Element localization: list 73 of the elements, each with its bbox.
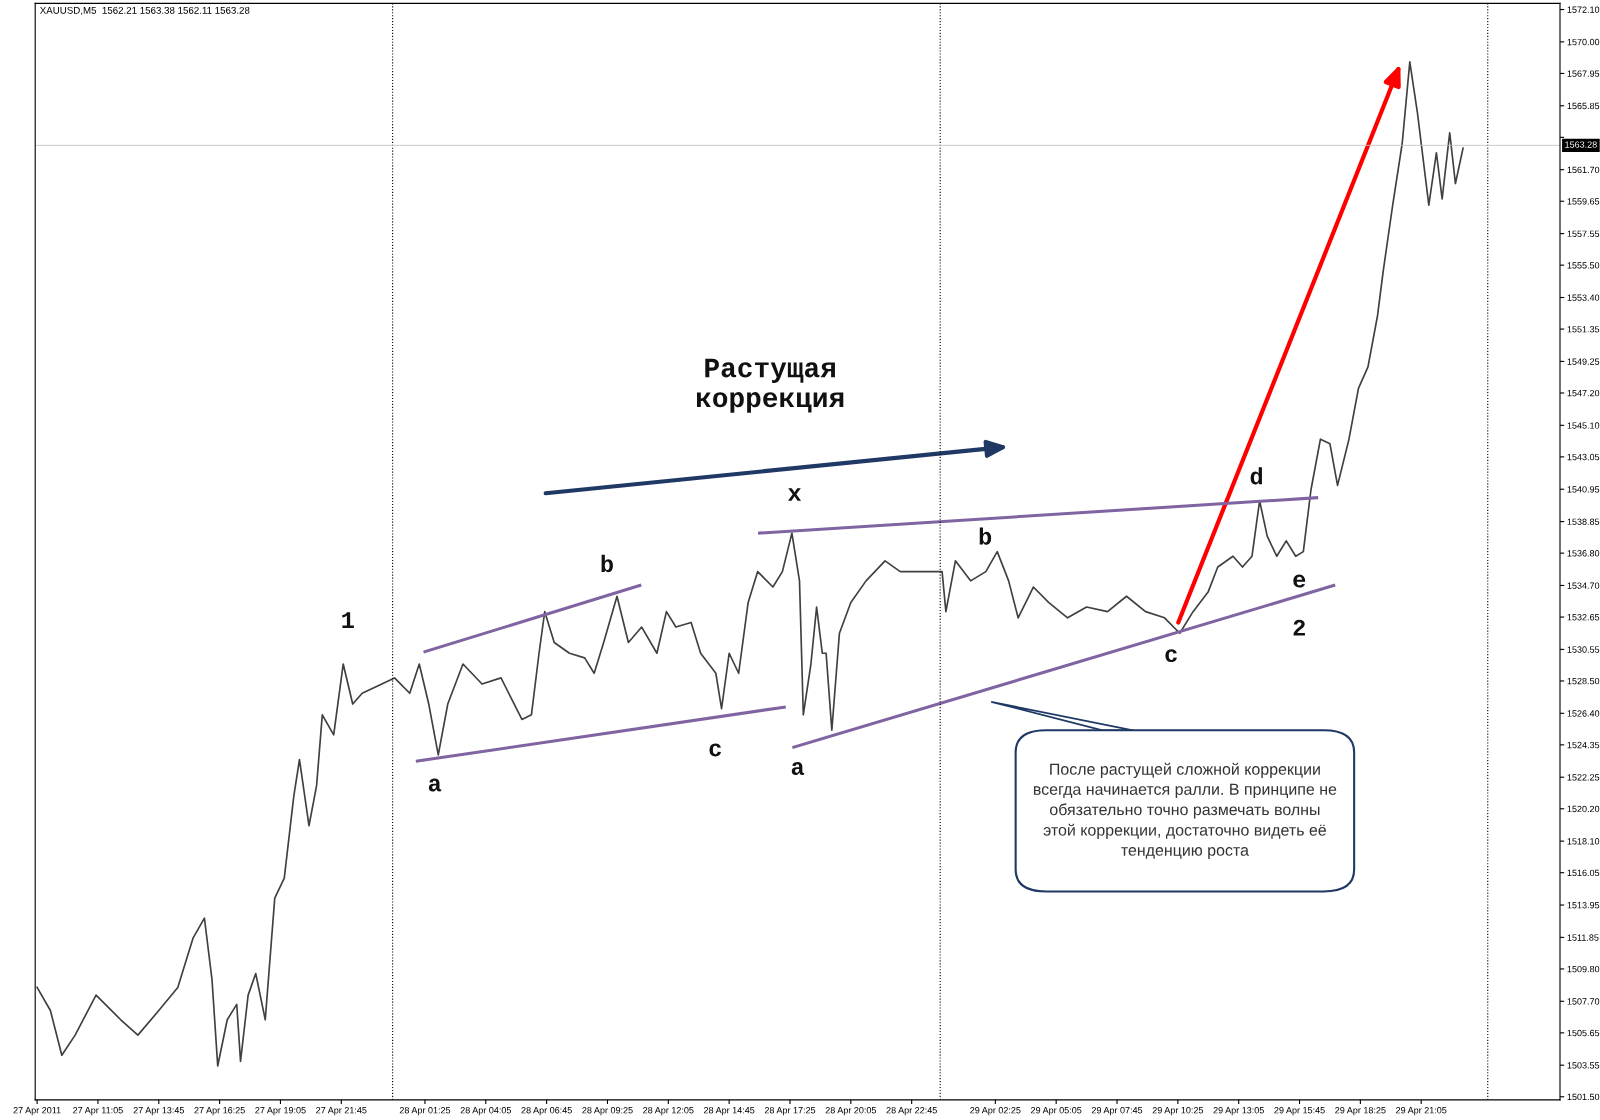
annotation: c [1165, 649, 1177, 663]
y-tick-label: 1557.55 [1567, 230, 1600, 237]
x-tick-label: 27 Apr 16:25 [194, 1107, 245, 1116]
annotation: a [428, 778, 442, 792]
y-tick-label: 1509.80 [1567, 965, 1600, 973]
y-tick-label: 1528.50 [1567, 677, 1600, 685]
x-tick-label: 29 Apr 10:25 [1152, 1107, 1204, 1116]
x-tick-label: 29 Apr 02:25 [970, 1107, 1021, 1116]
y-tick-label: 1534.70 [1567, 582, 1600, 589]
x-tick-label: 29 Apr 07:45 [1091, 1107, 1143, 1116]
y-tick-label: 1565.85 [1567, 102, 1600, 110]
x-tick-label: 27 Apr 21:45 [316, 1107, 367, 1116]
y-tick-label: 1547.20 [1567, 389, 1600, 397]
y-tick-label: 1505.65 [1567, 1029, 1600, 1037]
y-tick-label: 1520.20 [1567, 805, 1600, 813]
y-tick-label: 1507.70 [1567, 998, 1600, 1005]
x-tick-label: 29 Apr 15:45 [1274, 1107, 1325, 1116]
y-tick-label: 1536.80 [1567, 550, 1600, 557]
y-tick-label: 1518.10 [1567, 838, 1600, 845]
y-tick-label: 1516.05 [1567, 869, 1600, 877]
annotation: 1 [342, 612, 354, 628]
x-tick-label: 29 Apr 21:05 [1396, 1107, 1447, 1116]
x-tick-label: 29 Apr 05:05 [1031, 1107, 1082, 1116]
x-tick-label: 27 Apr 19:05 [255, 1107, 306, 1116]
annotation: Растущая коррекция [697, 358, 844, 413]
y-tick-label: 1511.85 [1567, 934, 1599, 941]
annotation: После растущей сложной коррекции всегда начинается ралли. В принципе не обязательно точно размечать волны этой коррекции, достаточно видеть её тенденцию роста [1033, 762, 1337, 859]
y-tick-label: 1543.05 [1567, 453, 1600, 461]
x-tick-label: 27 Apr 2011 [13, 1107, 61, 1116]
y-tick-label: 1555.50 [1567, 262, 1600, 269]
y-tick-label: 1567.95 [1567, 70, 1600, 77]
x-tick-label: 28 Apr 22:45 [886, 1107, 937, 1116]
y-tick-label: 1532.65 [1567, 614, 1600, 621]
y-tick-label: 1551.35 [1567, 326, 1600, 333]
x-tick-label: 27 Apr 11:05 [73, 1107, 123, 1116]
annotation: x [788, 488, 802, 501]
y-tick-label: 1570.00 [1567, 38, 1600, 46]
y-tick-label: 1501.50 [1567, 1093, 1600, 1101]
y-tick-label: 1503.55 [1567, 1062, 1600, 1069]
y-tick-label: 1553.40 [1567, 294, 1600, 301]
line-series [36, 61, 1464, 1067]
y-tick-label: 1538.85 [1567, 518, 1600, 525]
x-tick-label: 28 Apr 09:25 [582, 1107, 633, 1116]
x-tick-label: 29 Apr 13:05 [1213, 1107, 1264, 1116]
x-tick-label: 28 Apr 17:25 [764, 1107, 816, 1116]
y-tick-label: 1559.65 [1567, 198, 1600, 205]
ref-line-label: 1563.28 [1565, 141, 1597, 148]
annotation: c [709, 743, 721, 757]
annotation: 2 [1293, 619, 1305, 636]
x-tick-label: 27 Apr 13:45 [133, 1107, 185, 1116]
x-tick-label: 29 Apr 18:25 [1335, 1107, 1386, 1116]
x-tick-label: 28 Apr 14:45 [704, 1107, 755, 1116]
x-tick-label: 28 Apr 06:45 [521, 1107, 572, 1116]
y-tick-label: 1549.25 [1567, 358, 1600, 365]
y-tick-label: 1530.55 [1567, 646, 1600, 653]
x-tick-label: 28 Apr 20:05 [825, 1107, 877, 1116]
y-tick-label: 1513.95 [1567, 902, 1600, 909]
y-tick-label: 1540.95 [1567, 486, 1600, 493]
y-tick-label: 1526.40 [1567, 710, 1600, 717]
annotation: b [601, 554, 613, 573]
y-tick-label: 1545.10 [1567, 422, 1600, 429]
y-tick-label: 1524.35 [1567, 741, 1600, 749]
x-tick-label: 28 Apr 12:05 [643, 1107, 694, 1116]
y-tick-label: 1572.10 [1567, 6, 1600, 13]
annotation: e [1293, 574, 1306, 588]
annotation: b [979, 527, 992, 545]
y-tick-label: 1522.25 [1567, 774, 1600, 781]
y-tick-label: 1561.70 [1567, 166, 1600, 174]
x-tick-label: 28 Apr 01:25 [399, 1107, 451, 1116]
annotation: a [791, 762, 805, 776]
chart-title: XAUUSD,M5 1562.21 1563.38 1562.11 1563.28 [39, 6, 250, 15]
annotation: d [1250, 467, 1263, 485]
x-tick-label: 28 Apr 04:05 [460, 1107, 512, 1116]
